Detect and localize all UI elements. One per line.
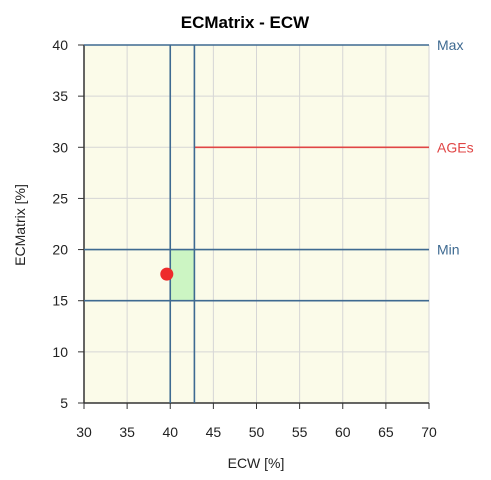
x-axis-label: ECW [%] [228,455,285,471]
y-axis-label: ECMatrix [%] [12,184,28,266]
x-tick-label: 70 [421,424,437,440]
x-tick-label: 50 [249,424,265,440]
y-tick-label: 15 [52,293,68,309]
y-tick-label: 10 [52,344,68,360]
x-tick-label: 60 [335,424,351,440]
x-tick-label: 30 [76,424,92,440]
normal-range-area [170,249,195,301]
reference-line-label: AGEs [437,139,474,155]
x-tick-label: 65 [378,424,394,440]
x-tick-label: 55 [292,424,308,440]
x-tick-label: 35 [119,424,135,440]
reference-line-label: Min [437,242,460,258]
data-point [160,267,174,281]
reference-line-label: Max [437,37,463,53]
plot-area: 30 35 40 45 50 55 60 65 70 5 10 15 20 25 30 35 40 Max AGEs… [52,37,473,440]
y-tick-label: 40 [52,37,68,53]
x-tick-label: 45 [206,424,222,440]
y-tick-label: 20 [52,242,68,258]
x-tick-label: 40 [162,424,178,440]
chart-title: ECMatrix - ECW [181,13,310,32]
y-tick-label: 25 [52,190,68,206]
y-tick-label: 35 [52,88,68,104]
y-tick-label: 5 [60,395,68,411]
y-tick-label: 30 [52,139,68,155]
